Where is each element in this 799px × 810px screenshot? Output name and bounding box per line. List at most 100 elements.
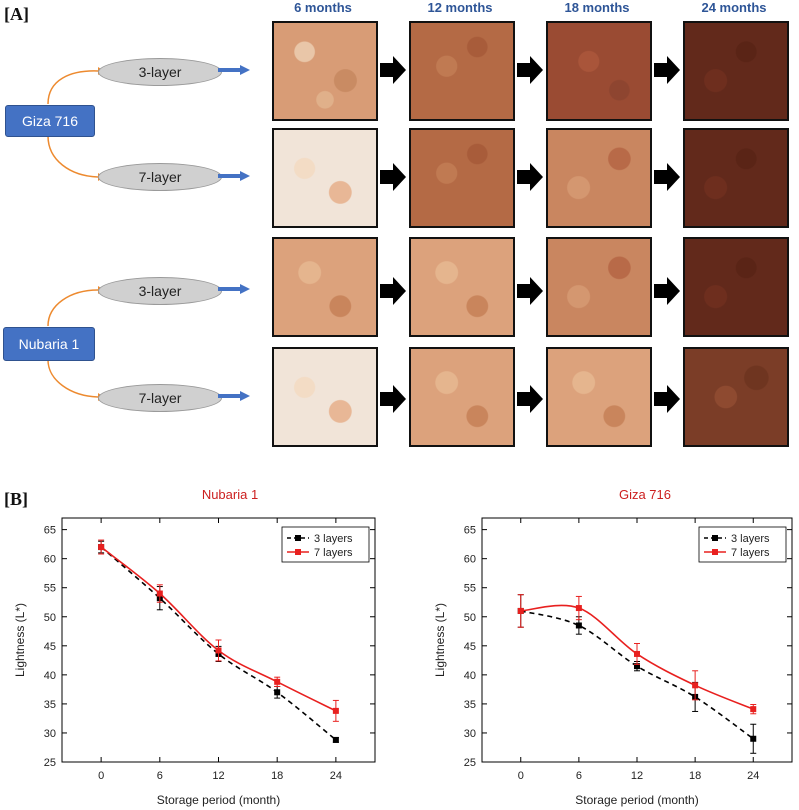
legend-box (698, 526, 787, 563)
legend-label: 7 layers (314, 547, 353, 559)
data-point (575, 605, 582, 612)
black-arrow-right-icon (380, 385, 406, 413)
connector-giza-3 (47, 70, 99, 105)
data-point (750, 735, 757, 742)
x-tick-label: 18 (689, 770, 701, 782)
data-point (274, 678, 281, 685)
series-line-7-layers (100, 546, 337, 712)
seed-photo-nubaria-3-18m (546, 237, 652, 337)
month-header-24: 24 months (701, 0, 767, 15)
month-header-18: 18 months (564, 0, 630, 15)
seed-photo-giza-3-24m (683, 21, 789, 121)
y-tick-label: 35 (44, 699, 56, 711)
chart-title-giza: Giza 716 (618, 487, 672, 502)
series-line-3-layers (520, 610, 754, 740)
black-arrow-right-icon (380, 56, 406, 84)
legend-label: 3 layers (731, 533, 770, 545)
x-tick-label: 24 (747, 770, 759, 782)
legend-label: 7 layers (731, 547, 770, 559)
seed-photo-giza-7-12m (409, 128, 515, 228)
y-tick-label: 40 (44, 670, 56, 682)
y-tick-label: 45 (464, 641, 476, 653)
y-tick-label: 30 (464, 728, 476, 740)
month-header-6: 6 months (294, 0, 352, 15)
lightness-chart-nubaria: 25 30 35 40 45 50 55 60 65 0 6 12 18 24 Storage period… (13, 517, 376, 807)
legend-box (281, 526, 370, 563)
data-point (517, 607, 524, 614)
black-arrow-right-icon (654, 163, 680, 191)
y-tick-label: 35 (464, 699, 476, 711)
black-arrow-right-icon (654, 56, 680, 84)
x-axis-label: Storage period (month) (157, 793, 280, 807)
data-point (634, 650, 640, 657)
nubaria-3-layer: 3-layer (98, 277, 222, 305)
y-tick-label: 25 (464, 757, 476, 769)
seed-photo-nubaria-3-12m (409, 237, 515, 337)
y-tick-label: 50 (464, 612, 476, 624)
chart-title-nubaria: Nubaria 1 (201, 487, 259, 502)
seed-photo-giza-3-6m (272, 21, 378, 121)
x-tick-label: 0 (518, 770, 524, 782)
x-tick-label: 6 (157, 770, 163, 782)
blue-arrow-right-icon (218, 284, 250, 294)
seed-photo-nubaria-3-6m (272, 237, 378, 337)
blue-arrow-right-icon (218, 391, 250, 401)
seed-photo-giza-7-6m (272, 128, 378, 228)
data-point (156, 590, 163, 597)
y-tick-label: 45 (44, 641, 56, 653)
y-tick-label: 60 (464, 554, 476, 566)
y-tick-label: 65 (44, 525, 56, 537)
seed-photo-nubaria-7-24m (683, 347, 789, 447)
variety-giza-716: Giza 716 (5, 105, 95, 137)
legend-marker (712, 535, 718, 541)
data-point (634, 663, 640, 670)
black-arrow-right-icon (380, 277, 406, 305)
data-point (692, 682, 699, 689)
panel-b-label: [B] (4, 489, 28, 509)
x-tick-label: 18 (271, 770, 283, 782)
legend-marker (295, 535, 301, 541)
black-arrow-right-icon (654, 277, 680, 305)
black-arrow-right-icon (517, 56, 543, 84)
x-tick-label: 0 (98, 770, 104, 782)
data-point (332, 707, 339, 714)
x-tick-label: 12 (631, 770, 643, 782)
seed-photo-nubaria-3-24m (683, 237, 789, 337)
nubaria-7-layer: 7-layer (98, 384, 222, 412)
seed-photo-giza-3-18m (546, 21, 652, 121)
seed-photo-giza-7-18m (546, 128, 652, 228)
legend-label: 3 layers (314, 533, 353, 545)
data-point (215, 647, 222, 654)
x-tick-label: 6 (576, 770, 582, 782)
lightness-chart-giza: 25 30 35 40 45 50 55 60 65 0 6 12 18 24 Storage period… (433, 517, 793, 807)
y-tick-label: 55 (464, 583, 476, 595)
black-arrow-right-icon (517, 163, 543, 191)
variety-nubaria-1: Nubaria 1 (3, 327, 95, 361)
data-point (98, 544, 105, 551)
data-point (274, 689, 281, 696)
connector-nubaria-3 (47, 289, 99, 327)
x-tick-label: 12 (212, 770, 224, 782)
connector-giza-7 (47, 135, 99, 178)
blue-arrow-right-icon (218, 171, 250, 181)
data-point (575, 622, 582, 629)
black-arrow-right-icon (517, 385, 543, 413)
panel-a-label: [A] (4, 4, 29, 24)
y-axis-label: Lightness (L*) (13, 603, 27, 677)
giza-7-layer: 7-layer (98, 163, 222, 191)
data-point (750, 706, 757, 713)
y-tick-label: 65 (464, 525, 476, 537)
giza-3-layer: 3-layer (98, 58, 222, 86)
legend-marker (712, 549, 718, 555)
seed-photo-nubaria-7-12m (409, 347, 515, 447)
y-tick-label: 40 (464, 670, 476, 682)
y-tick-label: 55 (44, 583, 56, 595)
y-tick-label: 50 (44, 612, 56, 624)
black-arrow-right-icon (654, 385, 680, 413)
x-tick-label: 24 (330, 770, 342, 782)
blue-arrow-right-icon (218, 65, 250, 75)
connector-nubaria-7 (47, 359, 99, 398)
y-tick-label: 25 (44, 757, 56, 769)
black-arrow-right-icon (517, 277, 543, 305)
black-arrow-right-icon (380, 163, 406, 191)
